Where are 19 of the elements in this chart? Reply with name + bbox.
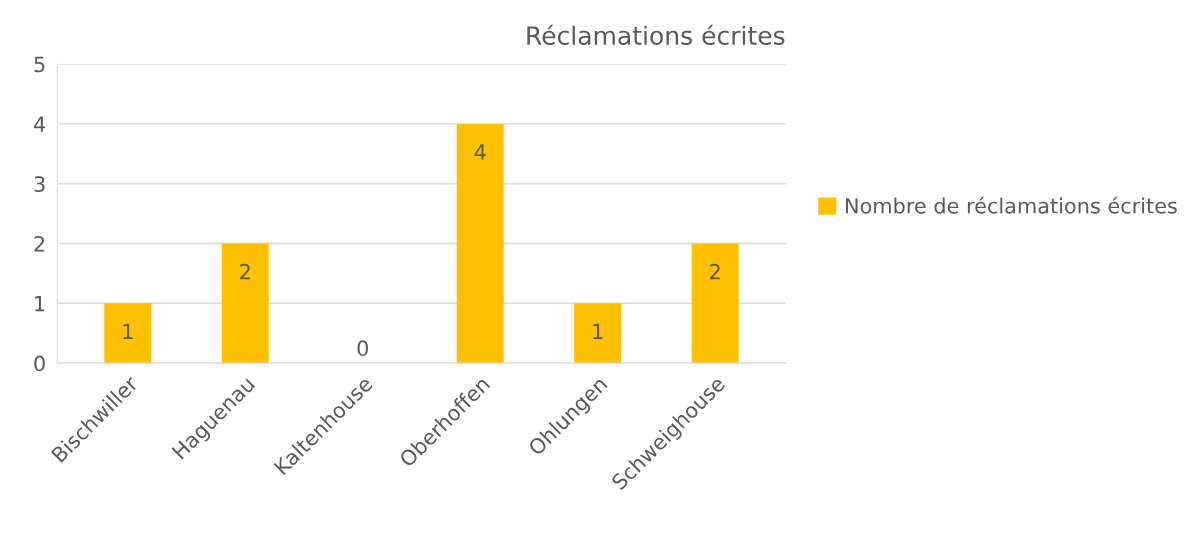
y-tick-label: 4 [33, 116, 46, 132]
chart-title: Réclamations écrites [527, 24, 785, 45]
data-label: 4 [474, 144, 486, 160]
bar [456, 123, 504, 364]
data-label: 2 [710, 263, 720, 280]
y-tick-label: 5 [34, 56, 45, 73]
bar [104, 303, 152, 364]
data-label: 1 [123, 323, 133, 339]
bar [574, 303, 622, 364]
legend-label: Nombre de réclamations écrites [846, 196, 1177, 214]
data-label: 0 [357, 340, 368, 357]
data-label: 2 [240, 263, 250, 280]
y-tick-label: 0 [34, 355, 45, 372]
y-tick-label: 1 [35, 296, 45, 312]
y-tick-label: 3 [34, 176, 45, 192]
y-tick-label: 2 [34, 235, 45, 252]
data-label: 1 [593, 323, 603, 339]
bar [221, 243, 269, 364]
bar [691, 243, 739, 364]
